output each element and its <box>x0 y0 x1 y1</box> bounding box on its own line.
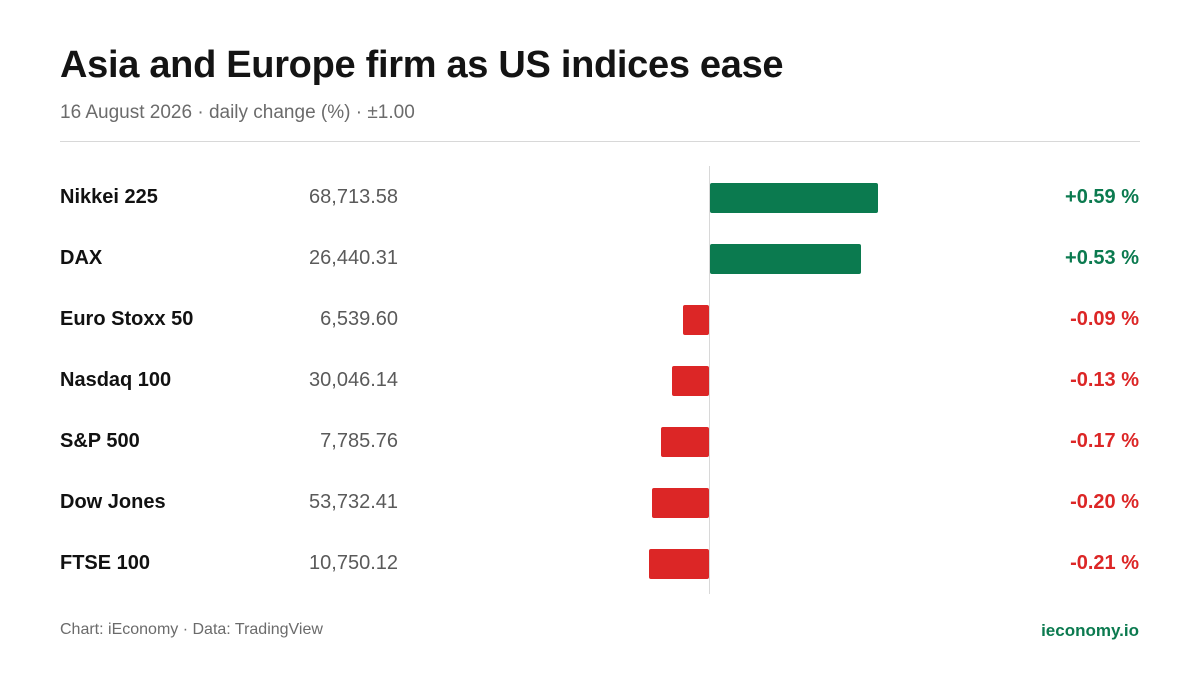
index-name: Euro Stoxx 50 <box>60 308 194 330</box>
bar-negative <box>683 305 709 335</box>
index-row: Nasdaq 100 30,046.14 -0.13 % <box>0 351 1200 411</box>
header-divider <box>60 141 1140 142</box>
index-level: 10,750.12 <box>309 552 398 574</box>
bar-negative <box>649 549 709 579</box>
index-row: Dow Jones 53,732.41 -0.20 % <box>0 473 1200 533</box>
index-level: 53,732.41 <box>309 491 398 513</box>
change-label: -0.17 % <box>1070 430 1139 452</box>
index-name: S&P 500 <box>60 430 140 452</box>
index-row: Nikkei 225 68,713.58 +0.59 % <box>0 168 1200 228</box>
index-row: S&P 500 7,785.76 -0.17 % <box>0 412 1200 472</box>
bar-negative <box>660 427 709 457</box>
brand-link[interactable]: ieconomy.io <box>1041 621 1139 640</box>
bar-positive <box>710 244 862 274</box>
change-label: -0.13 % <box>1070 369 1139 391</box>
bar-negative <box>652 488 709 518</box>
bar-negative <box>671 366 709 396</box>
index-row: FTSE 100 10,750.12 -0.21 % <box>0 534 1200 594</box>
index-level: 30,046.14 <box>309 369 398 391</box>
index-level: 6,539.60 <box>320 308 398 330</box>
change-label: -0.09 % <box>1070 308 1139 330</box>
source-credit: Chart: iEconomy · Data: TradingView <box>60 621 323 638</box>
index-name: Nasdaq 100 <box>60 369 172 391</box>
index-level: 7,785.76 <box>320 430 398 452</box>
change-label: -0.21 % <box>1070 552 1139 574</box>
index-name: Dow Jones <box>60 491 166 513</box>
change-label: +0.53 % <box>1065 247 1139 269</box>
change-label: -0.20 % <box>1070 491 1139 513</box>
zero-axis-line <box>709 166 710 594</box>
index-row: Euro Stoxx 50 6,539.60 -0.09 % <box>0 290 1200 350</box>
index-name: DAX <box>60 247 103 269</box>
chart-title: Asia and Europe firm as US indices ease <box>60 44 784 86</box>
index-level: 68,713.58 <box>309 186 398 208</box>
index-name: Nikkei 225 <box>60 186 158 208</box>
index-row: DAX 26,440.31 +0.53 % <box>0 229 1200 289</box>
change-label: +0.59 % <box>1065 186 1139 208</box>
chart-subtitle: 16 August 2026 · daily change (%) · ±1.0… <box>60 102 415 123</box>
bar-positive <box>710 183 879 213</box>
index-level: 26,440.31 <box>309 247 398 269</box>
index-name: FTSE 100 <box>60 552 151 574</box>
